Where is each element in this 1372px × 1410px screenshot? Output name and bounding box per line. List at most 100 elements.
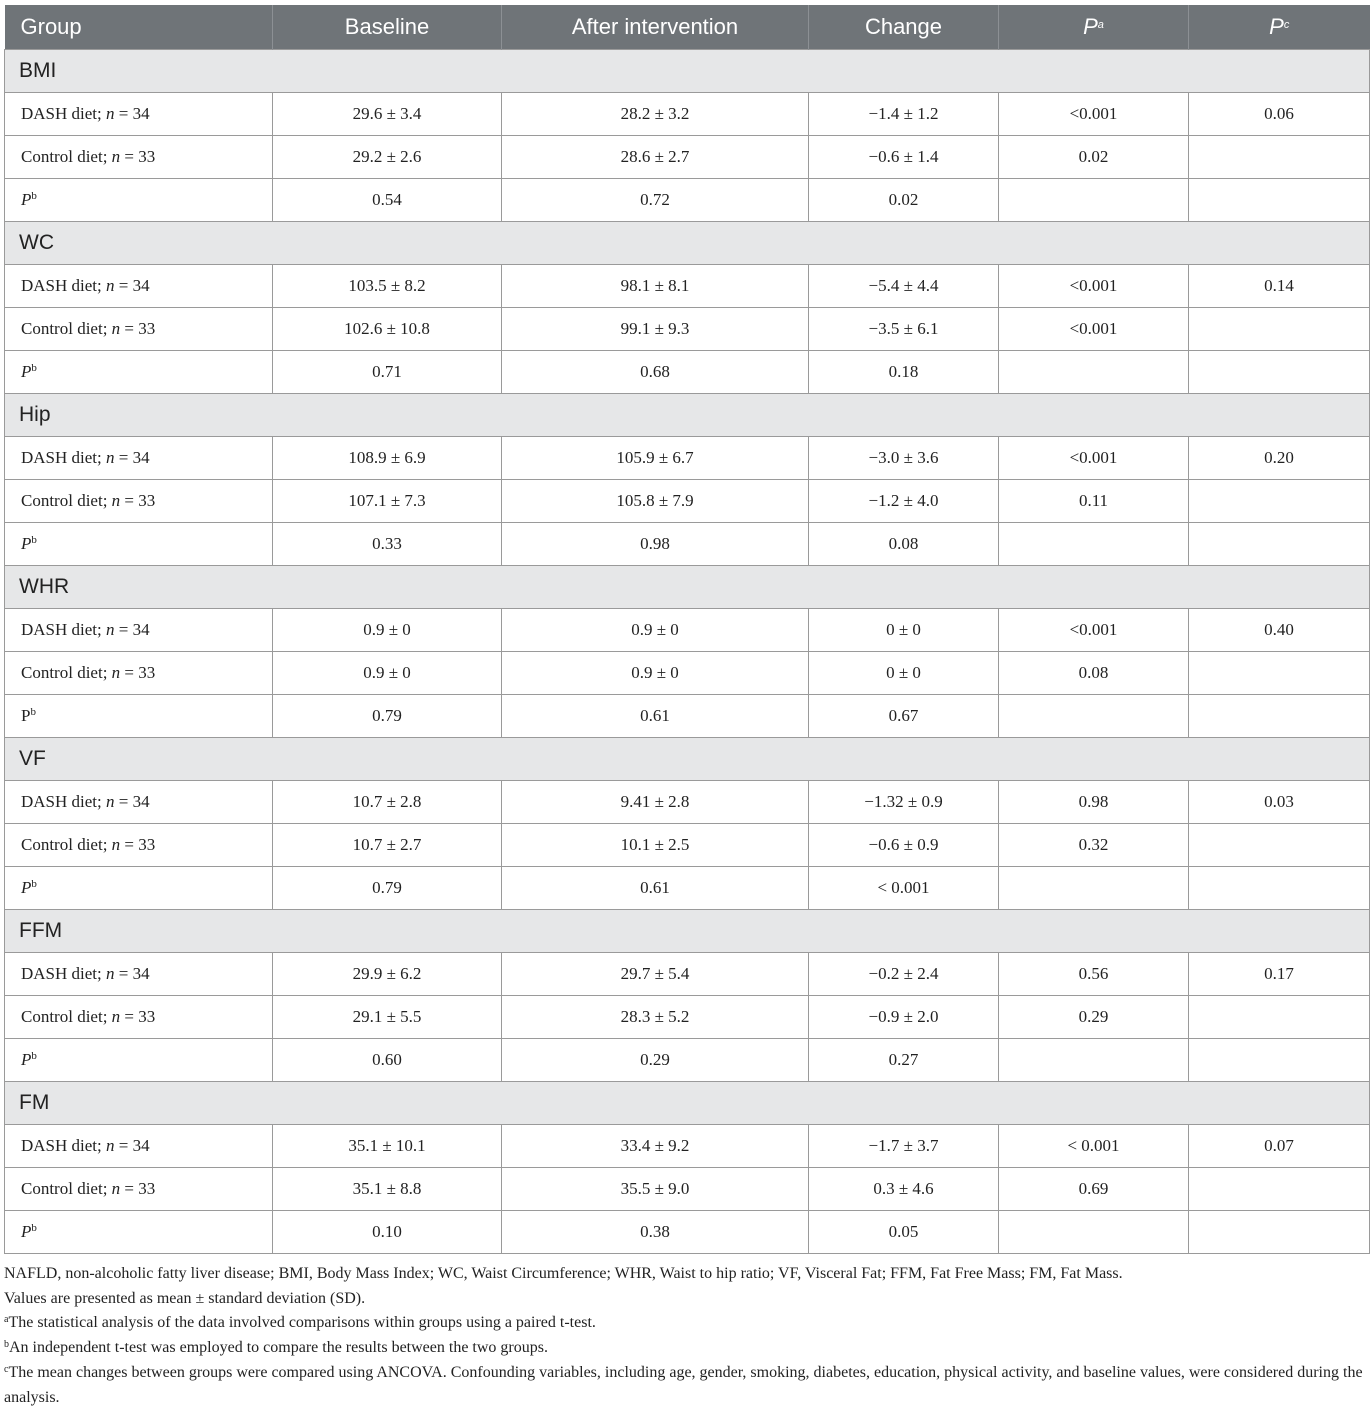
cell-p-c: 0.20 xyxy=(1188,435,1370,480)
table-row: Pb 0.33 0.98 0.08 xyxy=(4,521,1370,566)
cell-baseline: 35.1 ± 10.1 xyxy=(272,1123,502,1168)
cell-p-c xyxy=(1188,693,1370,738)
cell-change: 0.67 xyxy=(808,693,999,738)
cell-after-intervention: 0.72 xyxy=(501,177,809,222)
n-variable: n xyxy=(111,1178,121,1198)
cell-after-intervention: 0.98 xyxy=(501,521,809,566)
cell-change: 0.27 xyxy=(808,1037,999,1082)
table-row: Control diet; n = 33 107.1 ± 7.3 105.8 ± 7… xyxy=(4,478,1370,523)
section-label: FFM xyxy=(4,908,1370,953)
row-group-label: DASH diet; n = 34 xyxy=(4,91,273,136)
cell-after-intervention: 0.68 xyxy=(501,349,809,394)
cell-after-intervention: 33.4 ± 9.2 xyxy=(501,1123,809,1168)
cell-p-a: 0.69 xyxy=(998,1166,1189,1211)
cell-change: 0.02 xyxy=(808,177,999,222)
footnote-abbreviations: NAFLD, non-alcoholic fatty liver disease… xyxy=(4,1265,1123,1282)
cell-change: −3.5 ± 6.1 xyxy=(808,306,999,351)
group-name: DASH diet; xyxy=(21,963,106,983)
header-baseline: Baseline xyxy=(272,5,502,49)
group-name: DASH diet; xyxy=(21,791,106,811)
row-group-label: Pb xyxy=(4,1037,273,1082)
p-superscript: b xyxy=(31,533,37,546)
p-label: P xyxy=(21,1221,32,1241)
cell-change: −1.2 ± 4.0 xyxy=(808,478,999,523)
cell-p-a: 0.98 xyxy=(998,779,1189,824)
section-label: BMI xyxy=(4,48,1370,93)
section-row: Hip xyxy=(4,392,1370,437)
cell-baseline: 0.79 xyxy=(272,865,502,910)
cell-p-a xyxy=(998,521,1189,566)
cell-after-intervention: 10.1 ± 2.5 xyxy=(501,822,809,867)
table-row: DASH diet; n = 34 10.7 ± 2.8 9.41 ± 2.8 −1.… xyxy=(4,779,1370,824)
footnote-c: cThe mean changes between groups were co… xyxy=(4,1361,1368,1410)
p-superscript: b xyxy=(31,189,37,202)
cell-baseline: 0.54 xyxy=(272,177,502,222)
section-row: FM xyxy=(4,1080,1370,1125)
n-value: = 33 xyxy=(120,834,156,854)
cell-baseline: 102.6 ± 10.8 xyxy=(272,306,502,351)
cell-p-c: 0.06 xyxy=(1188,91,1370,136)
section-label: Hip xyxy=(4,392,1370,437)
cell-baseline: 0.33 xyxy=(272,521,502,566)
cell-change: −1.32 ± 0.9 xyxy=(808,779,999,824)
header-p-c: Pc xyxy=(1189,5,1370,49)
n-variable: n xyxy=(106,447,115,467)
cell-change: 0.08 xyxy=(808,521,999,566)
group-name: DASH diet; xyxy=(21,103,106,123)
cell-p-c: 0.17 xyxy=(1188,951,1370,996)
table-row: Pb 0.79 0.61 < 0.001 xyxy=(4,865,1370,910)
row-group-label: Control diet; n = 33 xyxy=(4,1166,273,1211)
table-row: Pb 0.79 0.61 0.67 xyxy=(4,693,1370,738)
table-row: Control diet; n = 33 35.1 ± 8.8 35.5 ± 9.0… xyxy=(4,1166,1370,1211)
cell-change: −1.7 ± 3.7 xyxy=(808,1123,999,1168)
section-label: FM xyxy=(4,1080,1370,1125)
n-value: = 34 xyxy=(114,791,150,811)
cell-change: −5.4 ± 4.4 xyxy=(808,263,999,308)
cell-change: −0.6 ± 1.4 xyxy=(808,134,999,179)
table-row: DASH diet; n = 34 29.9 ± 6.2 29.7 ± 5.4 −0.… xyxy=(4,951,1370,996)
cell-p-a: 0.11 xyxy=(998,478,1189,523)
cell-p-c: 0.03 xyxy=(1188,779,1370,824)
cell-p-c xyxy=(1188,994,1370,1039)
row-group-label: DASH diet; n = 34 xyxy=(4,435,273,480)
row-group-label: Control diet; n = 33 xyxy=(4,478,273,523)
cell-p-a: 0.32 xyxy=(998,822,1189,867)
cell-change: −0.9 ± 2.0 xyxy=(808,994,999,1039)
cell-after-intervention: 0.61 xyxy=(501,865,809,910)
cell-p-c xyxy=(1188,650,1370,695)
cell-after-intervention: 0.61 xyxy=(501,693,809,738)
table-row: Control diet; n = 33 29.2 ± 2.6 28.6 ± 2.7… xyxy=(4,134,1370,179)
section-row: FFM xyxy=(4,908,1370,953)
group-name: Control diet; xyxy=(21,1178,112,1198)
cell-p-c xyxy=(1188,865,1370,910)
table-row: Pb 0.54 0.72 0.02 xyxy=(4,177,1370,222)
table-header: Group Baseline After intervention Change… xyxy=(4,5,1370,49)
group-name: Control diet; xyxy=(21,490,112,510)
cell-after-intervention: 28.3 ± 5.2 xyxy=(501,994,809,1039)
cell-after-intervention: 29.7 ± 5.4 xyxy=(501,951,809,996)
cell-after-intervention: 0.9 ± 0 xyxy=(501,650,809,695)
cell-p-a xyxy=(998,349,1189,394)
footnote-values: Values are presented as mean ± standard … xyxy=(4,1289,366,1307)
footnote-a-mark: a xyxy=(4,1314,9,1326)
row-group-label: Control diet; n = 33 xyxy=(4,994,273,1039)
p-label: P xyxy=(21,1049,32,1069)
section-row: VF xyxy=(4,736,1370,781)
cell-p-c: 0.07 xyxy=(1188,1123,1370,1168)
cell-p-c xyxy=(1188,134,1370,179)
cell-p-c xyxy=(1188,306,1370,351)
n-value: = 33 xyxy=(120,318,156,338)
p-label: P xyxy=(21,877,32,897)
p-label: P xyxy=(21,361,32,381)
group-name: DASH diet; xyxy=(21,1135,106,1155)
cell-change: 0.05 xyxy=(808,1209,999,1254)
cell-baseline: 0.10 xyxy=(272,1209,502,1254)
n-variable: n xyxy=(106,791,115,811)
p-label: P xyxy=(21,189,32,209)
row-group-label: Pb xyxy=(4,521,273,566)
cell-p-a xyxy=(998,177,1189,222)
row-group-label: Pb xyxy=(4,177,273,222)
cell-p-c xyxy=(1188,521,1370,566)
n-variable: n xyxy=(111,146,121,166)
n-variable: n xyxy=(111,1006,121,1026)
